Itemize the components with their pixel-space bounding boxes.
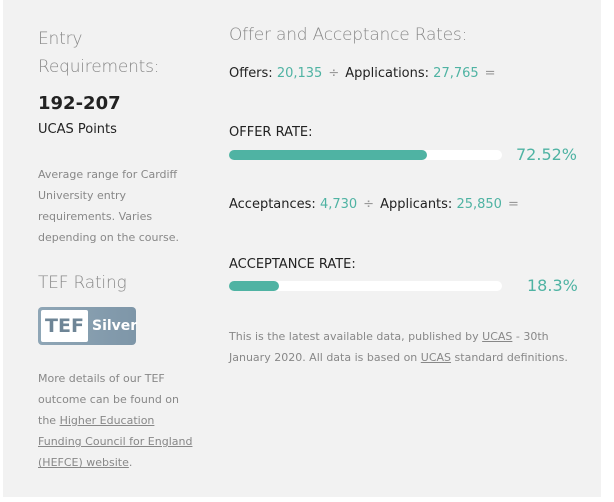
offer-rate-bar xyxy=(229,150,502,160)
ucas-points-value: 192-207 xyxy=(38,93,121,114)
data-note: This is the latest available data, publi… xyxy=(229,330,568,364)
stats-panel xyxy=(3,0,601,497)
ucas-link[interactable]: UCAS xyxy=(482,330,513,343)
offer-rate-label: OFFER RATE: xyxy=(229,125,313,140)
tef-description: More details of our TEF outcome can be f… xyxy=(38,372,193,469)
tef-silver-logo: TEF Silver xyxy=(38,307,137,345)
entry-description: Average range for Cardiff University ent… xyxy=(38,168,179,244)
rates-title: Offer and Acceptance Rates: xyxy=(229,25,468,45)
acceptance-rate-value: 18.3% xyxy=(527,276,578,295)
ucas-link-2[interactable]: UCAS xyxy=(420,351,452,364)
offer-rate-fill xyxy=(229,150,427,160)
entry-title: Entry Requirements: xyxy=(38,29,160,77)
offer-rate-value: 72.52% xyxy=(516,145,578,164)
ucas-points-label: UCAS Points xyxy=(38,122,117,137)
acceptance-rate-label: ACCEPTANCE RATE: xyxy=(229,257,356,272)
tef-title: TEF Rating xyxy=(38,273,127,293)
acceptance-rate-fill xyxy=(229,281,279,291)
hefce-link[interactable]: Higher Education Funding Council for Eng… xyxy=(38,414,193,469)
acceptances-formula: Acceptances: 4,730 ÷ Applicants: 25,850 = xyxy=(229,197,519,212)
offers-formula: Offers: 20,135 ÷ Applications: 27,765 = xyxy=(229,66,496,81)
acceptance-rate-bar xyxy=(229,281,502,291)
